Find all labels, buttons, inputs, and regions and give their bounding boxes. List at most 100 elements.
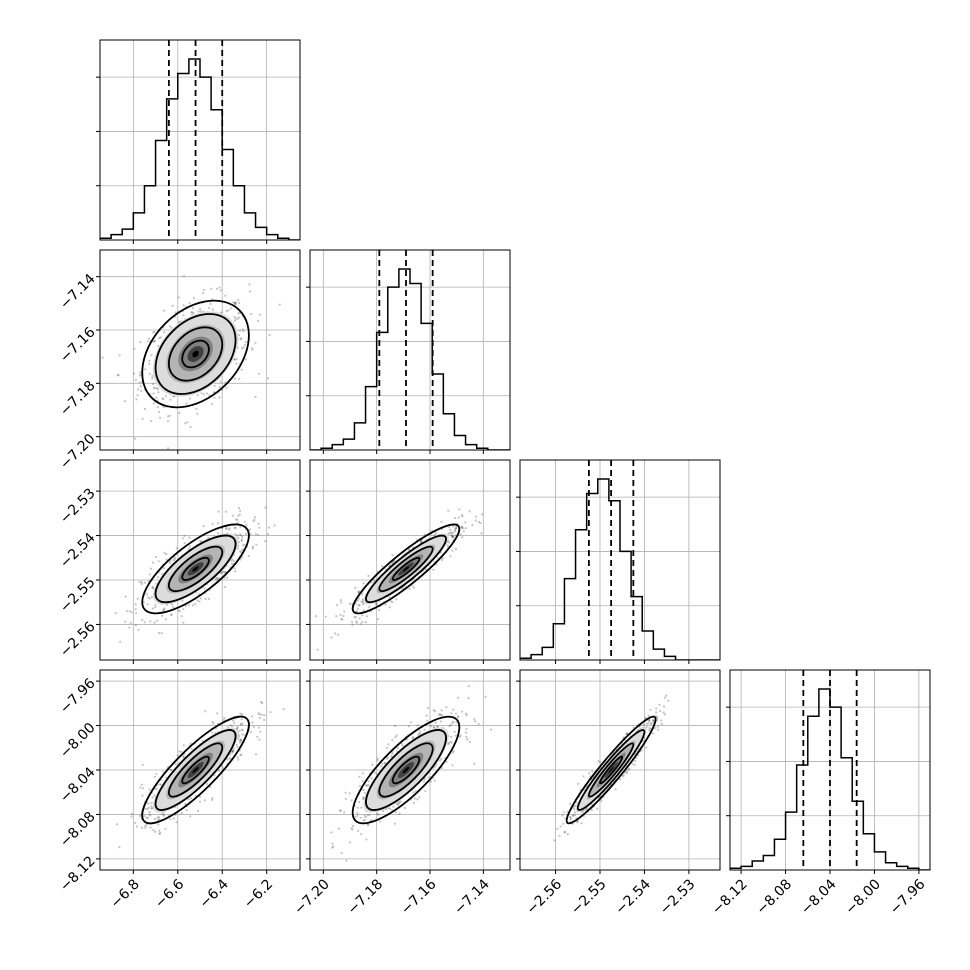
scatter-point (361, 797, 365, 801)
scatter-point (455, 527, 458, 530)
scatter-point (173, 558, 176, 561)
scatter-point (339, 599, 342, 602)
scatter-point (461, 536, 464, 539)
scatter-point (234, 317, 237, 320)
scatter-point (413, 797, 416, 800)
scatter-point (157, 818, 160, 821)
scatter-point (655, 711, 658, 714)
panel-frame (99, 249, 301, 451)
scatter-point (559, 825, 562, 828)
scatter-point (361, 593, 364, 596)
scatter-point (231, 751, 234, 754)
scatter-point (150, 801, 153, 805)
scatter-point (452, 708, 455, 711)
density-shade-4 (192, 350, 199, 358)
scatter-point (233, 315, 236, 318)
scatter-point (192, 297, 196, 300)
scatter-point (185, 604, 188, 608)
scatter-point (211, 797, 214, 800)
scatter-point (401, 587, 404, 590)
scatter-point (647, 722, 650, 725)
contour-2 (154, 534, 237, 604)
scatter-point (178, 750, 181, 753)
scatter-point (229, 724, 232, 727)
contour-1 (167, 326, 224, 382)
scatter-point (361, 614, 364, 617)
panel-content (520, 460, 720, 660)
scatter-point (228, 528, 231, 531)
scatter-point (264, 540, 267, 543)
scatter-point (233, 722, 236, 725)
scatter-point (152, 382, 155, 386)
scatter-point (618, 778, 622, 781)
scatter-point (453, 528, 457, 531)
scatter-point (450, 533, 453, 536)
scatter-point (205, 782, 209, 786)
scatter-point (340, 851, 343, 855)
scatter-point (140, 582, 143, 586)
scatter-point (157, 391, 160, 394)
contour-2 (154, 313, 237, 395)
scatter-point (459, 533, 462, 536)
scatter-point (231, 514, 235, 517)
scatter-point (201, 292, 204, 295)
scatter-point (238, 729, 241, 733)
scatter-point (185, 402, 188, 405)
scatter-point (182, 608, 185, 611)
x-tick-label: −2.53 (657, 876, 699, 918)
scatter-point (268, 333, 271, 337)
scatter-point (210, 798, 213, 802)
scatter-point (238, 550, 242, 553)
scatter-point (368, 605, 371, 608)
scatter-point (202, 524, 205, 528)
scatter-point (162, 567, 166, 570)
scatter-point (230, 559, 233, 562)
scatter-point (331, 842, 334, 845)
contour-3 (351, 715, 461, 825)
scatter-point (138, 381, 141, 384)
scatter-point (209, 785, 212, 789)
scatter-point (648, 726, 651, 730)
scatter-point (175, 547, 178, 550)
scatter-point (455, 721, 458, 724)
scatter-point (455, 526, 458, 529)
scatter-point (331, 846, 334, 849)
scatter-point (388, 606, 391, 609)
scatter-point (622, 774, 625, 777)
scatter-point (397, 803, 400, 806)
scatter-point (213, 774, 216, 777)
scatter-point (146, 603, 149, 606)
scatter-point (232, 719, 235, 722)
scatter-point (136, 597, 139, 600)
scatter-point (148, 813, 151, 816)
scatter-point (358, 785, 362, 788)
scatter-point (367, 574, 370, 578)
scatter-point (241, 728, 244, 731)
scatter-point (237, 536, 240, 540)
scatter-point (454, 712, 458, 715)
scatter-point (207, 597, 211, 601)
scatter-point (621, 774, 624, 777)
contour-2 (365, 534, 447, 604)
scatter-point (441, 557, 444, 560)
contour-3 (141, 299, 250, 409)
scatter-point (433, 779, 436, 782)
panel-3-1: −7.20 −7.18 −7.16 −7.14 (291, 669, 511, 918)
scatter-point (152, 402, 155, 405)
scatter-point (182, 744, 185, 747)
scatter-point (356, 599, 359, 602)
scatter-point (156, 406, 159, 409)
scatter-point (452, 525, 455, 528)
scatter-point (571, 814, 575, 817)
scatter-point (161, 397, 164, 400)
scatter-point (146, 593, 149, 596)
scatter-point (448, 541, 451, 544)
scatter-point (144, 826, 147, 829)
scatter-point (162, 771, 165, 774)
scatter-point (143, 815, 146, 818)
y-tick-label: −2.55 (57, 574, 99, 616)
scatter-point (251, 347, 254, 350)
scatter-point (361, 599, 364, 602)
scatter-point (154, 555, 158, 559)
scatter-point (356, 811, 359, 814)
